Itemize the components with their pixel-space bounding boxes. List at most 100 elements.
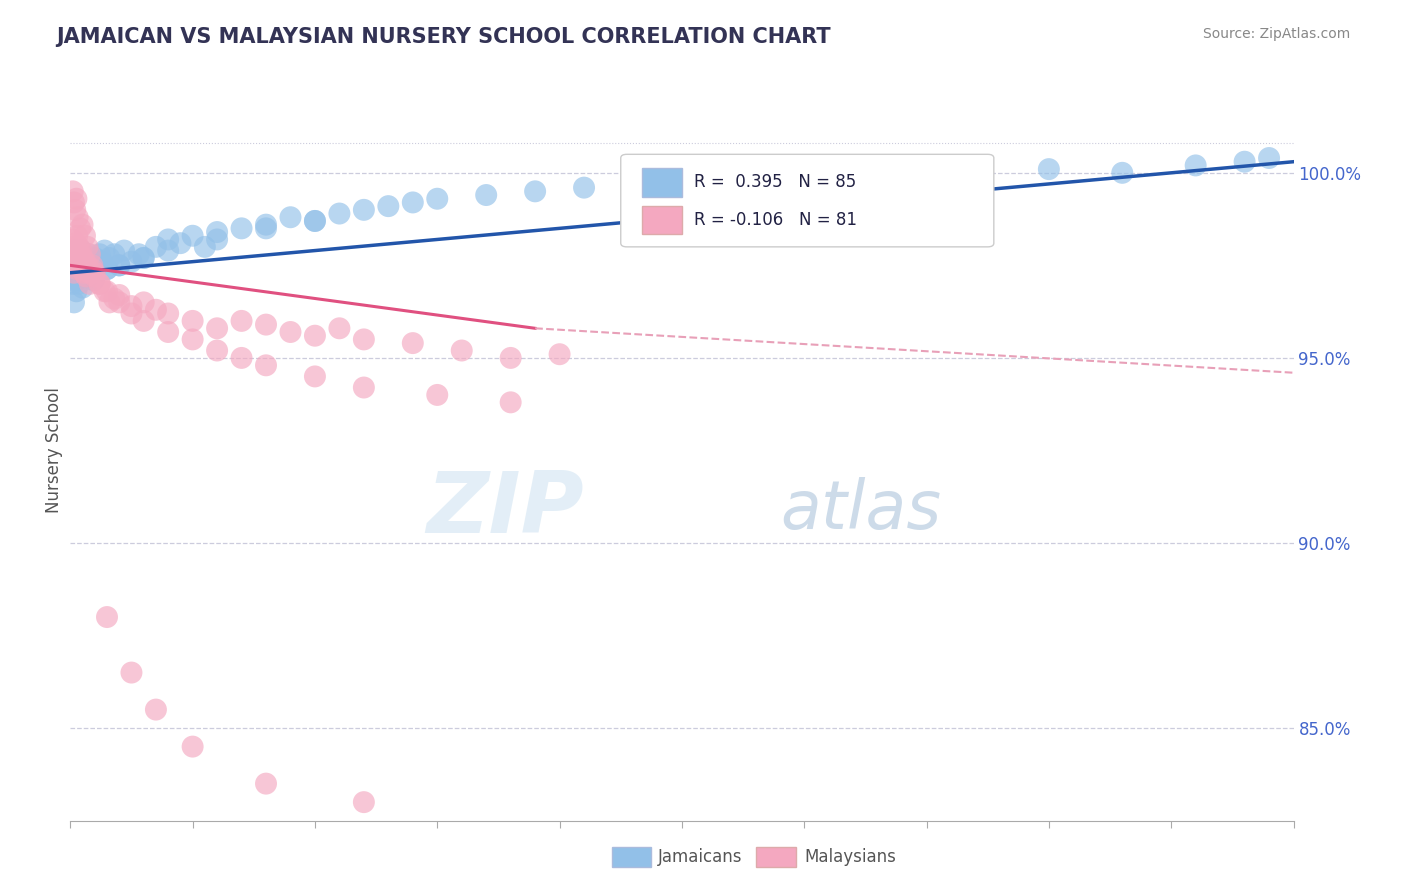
- Text: Malaysians: Malaysians: [804, 848, 896, 866]
- Point: [60, 269, 83, 284]
- Point: [132, 295, 155, 310]
- Point: [66, 211, 89, 225]
- Point: [62, 258, 84, 272]
- Point: [60, 232, 83, 246]
- Point: [80, 254, 103, 268]
- Point: [69, 266, 91, 280]
- Point: [73, 228, 96, 243]
- Point: [73, 254, 96, 268]
- Point: [145, 240, 167, 254]
- Point: [524, 184, 547, 198]
- Point: [98, 295, 121, 310]
- Point: [66, 258, 89, 272]
- Point: [96, 610, 118, 624]
- Point: [450, 343, 472, 358]
- Point: [96, 285, 118, 299]
- Point: [1038, 162, 1060, 177]
- Point: [145, 702, 167, 716]
- Point: [79, 247, 101, 261]
- Point: [67, 258, 90, 272]
- Point: [157, 244, 180, 258]
- Point: [69, 247, 91, 261]
- Point: [817, 177, 839, 191]
- Point: [60, 258, 83, 272]
- Point: [121, 299, 143, 313]
- Point: [108, 288, 131, 302]
- Point: [475, 188, 498, 202]
- Point: [62, 240, 84, 254]
- Point: [69, 262, 91, 277]
- Point: [82, 262, 104, 277]
- Point: [67, 277, 90, 291]
- Point: [426, 388, 449, 402]
- Point: [157, 325, 180, 339]
- Text: Source: ZipAtlas.com: Source: ZipAtlas.com: [1202, 27, 1350, 41]
- Point: [93, 244, 115, 258]
- Point: [328, 321, 350, 335]
- Point: [304, 328, 326, 343]
- Point: [132, 314, 155, 328]
- Point: [65, 262, 87, 277]
- Point: [965, 173, 987, 187]
- Point: [181, 228, 204, 243]
- Point: [75, 269, 97, 284]
- Point: [83, 251, 105, 265]
- Point: [169, 236, 191, 251]
- Point: [69, 254, 91, 268]
- Point: [73, 262, 96, 277]
- Point: [63, 202, 86, 217]
- Point: [63, 254, 86, 268]
- Point: [1233, 154, 1256, 169]
- Point: [76, 258, 98, 272]
- Point: [83, 269, 105, 284]
- Point: [915, 166, 938, 180]
- Point: [353, 380, 375, 394]
- Point: [205, 343, 228, 358]
- Point: [231, 221, 253, 235]
- Point: [254, 218, 277, 232]
- Point: [63, 244, 86, 258]
- Point: [205, 225, 228, 239]
- Y-axis label: Nursery School: Nursery School: [45, 387, 63, 514]
- Point: [121, 306, 143, 320]
- Point: [65, 192, 87, 206]
- Point: [108, 258, 131, 272]
- Point: [69, 221, 91, 235]
- Point: [98, 251, 121, 265]
- Point: [548, 347, 571, 361]
- Point: [67, 269, 90, 284]
- Point: [377, 199, 399, 213]
- Point: [66, 228, 89, 243]
- Point: [72, 218, 94, 232]
- Point: [65, 236, 87, 251]
- Point: [402, 336, 425, 351]
- Point: [499, 395, 522, 409]
- Text: R = -0.106   N = 81: R = -0.106 N = 81: [695, 211, 858, 229]
- Point: [83, 266, 105, 280]
- Point: [1258, 151, 1281, 165]
- Point: [621, 184, 644, 198]
- Point: [132, 251, 155, 265]
- Point: [96, 262, 118, 277]
- Point: [1111, 166, 1133, 180]
- Point: [1184, 158, 1206, 172]
- Point: [70, 258, 93, 272]
- Text: JAMAICAN VS MALAYSIAN NURSERY SCHOOL CORRELATION CHART: JAMAICAN VS MALAYSIAN NURSERY SCHOOL COR…: [56, 27, 831, 46]
- Point: [63, 266, 86, 280]
- Point: [231, 314, 253, 328]
- Point: [231, 351, 253, 365]
- Point: [72, 251, 94, 265]
- Point: [103, 292, 125, 306]
- Point: [304, 214, 326, 228]
- Point: [62, 247, 84, 261]
- Point: [145, 302, 167, 317]
- Point: [75, 269, 97, 284]
- Point: [62, 277, 84, 291]
- Point: [572, 180, 595, 194]
- Point: [93, 285, 115, 299]
- Point: [353, 202, 375, 217]
- Point: [132, 251, 155, 265]
- Point: [63, 262, 86, 277]
- Point: [72, 280, 94, 294]
- Point: [181, 739, 204, 754]
